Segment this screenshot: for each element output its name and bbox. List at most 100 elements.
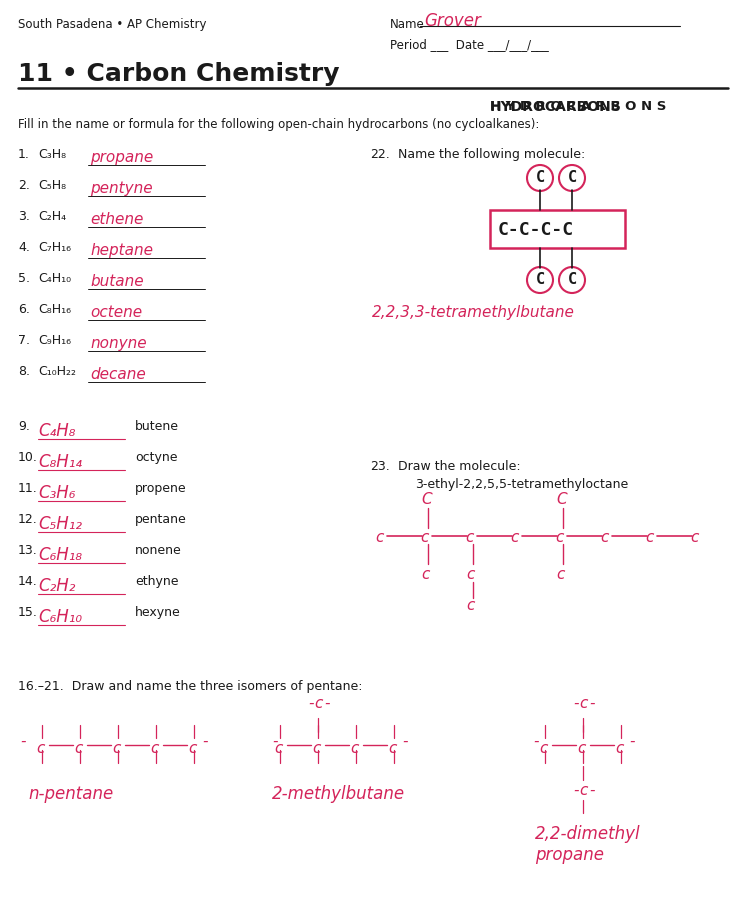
Text: -: - [308,696,313,711]
Text: -: - [589,783,595,798]
Text: pentyne: pentyne [90,181,153,196]
Text: Period ___  Date ___/___/___: Period ___ Date ___/___/___ [390,38,549,51]
Text: -: - [20,734,25,749]
Text: heptane: heptane [90,243,153,258]
Text: c: c [466,598,474,613]
Text: C₉H₁₆: C₉H₁₆ [38,334,71,347]
Text: c: c [312,741,320,756]
Text: butane: butane [90,274,144,289]
Text: pentane: pentane [135,513,186,526]
Text: c: c [466,567,474,582]
Text: c: c [555,530,563,545]
Text: ethene: ethene [90,212,143,227]
Text: c: c [579,783,587,798]
Text: 12.: 12. [18,513,38,526]
Text: c: c [600,530,609,545]
Text: C: C [421,492,432,507]
Text: C₂H₂: C₂H₂ [38,577,75,595]
Text: c: c [375,530,383,545]
Text: Draw the molecule:: Draw the molecule: [398,460,521,473]
Text: ethyne: ethyne [135,575,178,588]
Text: c: c [539,741,548,756]
Text: c: c [388,741,396,756]
Text: 2,2,3,3-tetramethylbutane: 2,2,3,3-tetramethylbutane [372,305,575,320]
Text: c: c [274,741,283,756]
Text: c: c [74,741,82,756]
Text: -: - [573,696,578,711]
Text: -: - [589,696,595,711]
Text: butene: butene [135,420,179,433]
Text: c: c [579,696,587,711]
Text: -: - [573,783,578,798]
Text: 3.: 3. [18,210,30,223]
Text: c: c [615,741,624,756]
Text: nonene: nonene [135,544,182,557]
Text: c: c [350,741,358,756]
Text: c: c [150,741,158,756]
Text: -: - [533,734,539,749]
Text: 11.: 11. [18,482,38,495]
Text: c: c [510,530,518,545]
Text: 8.: 8. [18,365,30,378]
Text: HYDROCARBONS: HYDROCARBONS [490,100,621,114]
Text: C₃H₆: C₃H₆ [38,484,75,502]
Text: Name: Name [390,18,424,31]
Text: 3-ethyl-2,2,5,5-tetramethyloctane: 3-ethyl-2,2,5,5-tetramethyloctane [415,478,628,491]
Text: C₇H₁₆: C₇H₁₆ [38,241,71,254]
Text: octene: octene [90,305,142,320]
Text: 2.: 2. [18,179,30,192]
Text: C₈H₁₄: C₈H₁₄ [38,453,82,471]
Text: 10.: 10. [18,451,38,464]
Text: 5.: 5. [18,272,30,285]
Text: c: c [577,741,586,756]
Text: South Pasadena • AP Chemistry: South Pasadena • AP Chemistry [18,18,207,31]
Text: 22.: 22. [370,148,389,161]
Text: nonyne: nonyne [90,336,147,351]
Text: C₃H₈: C₃H₈ [38,148,66,161]
Text: 6.: 6. [18,303,30,316]
Text: 2,2-dimethyl
propane: 2,2-dimethyl propane [535,825,641,864]
Text: C₅H₁₂: C₅H₁₂ [38,515,82,533]
Text: 7.: 7. [18,334,30,347]
Text: C₅H₈: C₅H₈ [38,179,66,192]
Text: C-C-C-C: C-C-C-C [498,221,574,239]
Text: C₈H₁₆: C₈H₁₆ [38,303,71,316]
Text: C₆H₁₈: C₆H₁₈ [38,546,82,564]
Text: propene: propene [135,482,186,495]
Text: C: C [568,171,577,185]
Text: 1.: 1. [18,148,30,161]
Text: -: - [272,734,278,749]
Text: c: c [314,696,322,711]
Text: C₄H₈: C₄H₈ [38,422,75,440]
Text: octyne: octyne [135,451,178,464]
Text: decane: decane [90,367,145,382]
Text: 14.: 14. [18,575,38,588]
Text: 16.–21.  Draw and name the three isomers of pentane:: 16.–21. Draw and name the three isomers … [18,680,363,693]
Text: C: C [556,492,567,507]
Text: C₂H₄: C₂H₄ [38,210,66,223]
Text: H Y D R O C A R B O N S: H Y D R O C A R B O N S [490,100,666,113]
Text: c: c [645,530,653,545]
Text: c: c [188,741,196,756]
Text: C₁₀H₂₂: C₁₀H₂₂ [38,365,76,378]
Text: 4.: 4. [18,241,30,254]
Text: -: - [324,696,330,711]
Text: Grover: Grover [424,12,481,30]
Text: 13.: 13. [18,544,38,557]
Text: c: c [556,567,565,582]
Text: c: c [465,530,474,545]
Text: C₄H₁₀: C₄H₁₀ [38,272,71,285]
Text: c: c [36,741,44,756]
Text: C: C [568,272,577,288]
Text: C: C [536,171,545,185]
Text: Fill in the name or formula for the following open-chain hydrocarbons (no cycloa: Fill in the name or formula for the foll… [18,118,539,131]
Text: n-pentane: n-pentane [28,785,113,803]
Text: -: - [629,734,635,749]
Text: C₆H₁₀: C₆H₁₀ [38,608,82,626]
Text: c: c [112,741,120,756]
Text: c: c [690,530,698,545]
Text: -: - [202,734,207,749]
Text: propane: propane [90,150,153,165]
Text: c: c [420,530,428,545]
Text: -: - [402,734,407,749]
